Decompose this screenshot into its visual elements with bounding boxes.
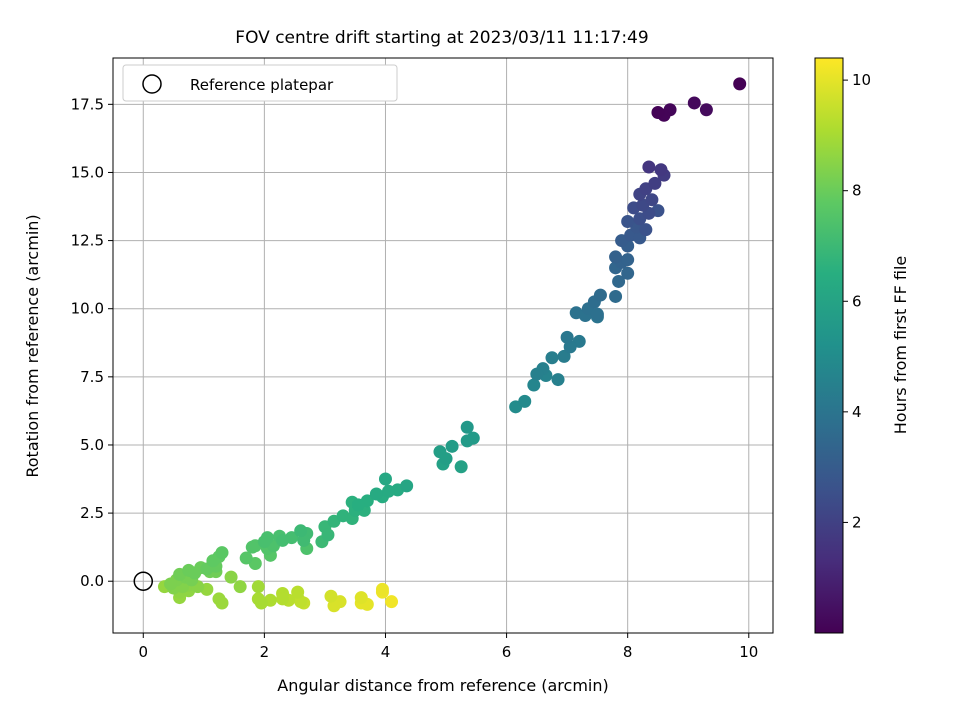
data-point xyxy=(382,484,396,498)
data-point xyxy=(687,96,701,110)
data-point xyxy=(530,367,544,381)
data-point xyxy=(324,589,338,603)
data-point xyxy=(527,378,541,392)
data-point xyxy=(321,528,335,542)
data-point xyxy=(206,554,220,568)
x-axis-ticks: 0 2 4 6 8 10 xyxy=(139,633,758,661)
plot-area: 0 2 4 6 8 10 0.0 2.5 5.0 7.5 10.0 12.5 15.0 17.5 xyxy=(71,57,774,661)
data-point xyxy=(621,253,635,267)
data-point xyxy=(369,487,383,501)
data-point xyxy=(378,472,392,486)
data-point xyxy=(354,591,368,605)
data-point xyxy=(239,551,253,565)
data-point xyxy=(454,460,468,474)
data-point xyxy=(621,215,635,229)
data-point xyxy=(551,373,565,387)
data-point xyxy=(445,439,459,453)
colorbar-tick-label: 2 xyxy=(852,513,862,531)
data-point xyxy=(651,106,665,120)
data-point xyxy=(590,307,604,321)
colorbar-tick-label: 6 xyxy=(852,292,862,310)
data-point xyxy=(545,351,559,365)
y-tick-label: 0.0 xyxy=(80,572,104,590)
colorbar: 2 4 6 8 10 Hours from first FF file xyxy=(814,57,910,634)
x-tick-label: 0 xyxy=(139,643,149,661)
data-point xyxy=(233,580,247,594)
legend-box xyxy=(122,64,398,102)
colorbar-gradient xyxy=(814,57,844,634)
data-point xyxy=(224,570,238,584)
data-point xyxy=(439,452,453,466)
data-point xyxy=(215,596,229,610)
x-tick-label: 8 xyxy=(623,643,633,661)
data-point xyxy=(609,250,623,264)
y-tick-label: 12.5 xyxy=(71,232,104,250)
data-point xyxy=(518,394,532,408)
colorbar-ticks: 2 4 6 8 10 xyxy=(843,71,871,531)
data-points xyxy=(157,77,747,613)
colorbar-label: Hours from first FF file xyxy=(891,256,910,435)
grid-lines xyxy=(113,58,773,633)
data-point xyxy=(257,535,271,549)
data-point xyxy=(294,524,308,538)
data-point xyxy=(276,533,290,547)
data-point xyxy=(654,163,668,177)
data-point xyxy=(188,566,202,580)
data-point xyxy=(385,595,399,609)
data-point xyxy=(645,193,659,207)
y-tick-label: 2.5 xyxy=(80,504,104,522)
y-tick-label: 5.0 xyxy=(80,436,104,454)
legend: Reference platepar xyxy=(122,64,398,102)
x-tick-label: 10 xyxy=(739,643,758,661)
data-point xyxy=(621,266,635,280)
colorbar-tick-label: 4 xyxy=(852,403,862,421)
legend-marker-icon xyxy=(142,74,162,94)
data-point xyxy=(642,160,656,174)
y-axis-label: Rotation from reference (arcmin) xyxy=(23,214,42,477)
data-point xyxy=(639,223,653,237)
data-point xyxy=(400,479,414,493)
data-point xyxy=(460,434,474,448)
legend-label: Reference platepar xyxy=(190,76,334,94)
data-point xyxy=(375,582,389,596)
data-point xyxy=(593,288,607,302)
data-point xyxy=(733,77,747,91)
x-tick-label: 4 xyxy=(381,643,391,661)
data-point xyxy=(215,546,229,560)
data-point xyxy=(251,580,265,594)
data-point xyxy=(245,540,259,554)
y-tick-label: 17.5 xyxy=(71,95,104,113)
plot-frame xyxy=(112,57,774,634)
reference-marker xyxy=(133,571,154,591)
colorbar-tick-label: 10 xyxy=(852,71,871,89)
y-axis-ticks: 0.0 2.5 5.0 7.5 10.0 12.5 15.0 17.5 xyxy=(71,95,113,590)
data-point xyxy=(460,420,474,434)
data-point xyxy=(699,103,713,117)
y-tick-label: 10.0 xyxy=(71,300,104,318)
data-point xyxy=(276,592,290,606)
y-tick-label: 7.5 xyxy=(80,368,104,386)
data-point xyxy=(557,349,571,363)
data-point xyxy=(164,577,178,591)
data-point xyxy=(351,498,365,512)
x-tick-label: 6 xyxy=(502,643,512,661)
data-point xyxy=(609,289,623,303)
colorbar-tick-label: 8 xyxy=(852,182,862,200)
data-point xyxy=(648,176,662,190)
data-point xyxy=(254,596,268,610)
y-tick-label: 15.0 xyxy=(71,163,104,181)
data-point xyxy=(612,274,626,288)
chart-title: FOV centre drift starting at 2023/03/11 … xyxy=(235,28,648,48)
data-point xyxy=(291,585,305,599)
data-point xyxy=(560,330,574,344)
x-axis-label: Angular distance from reference (arcmin) xyxy=(277,676,608,695)
x-tick-label: 2 xyxy=(260,643,270,661)
